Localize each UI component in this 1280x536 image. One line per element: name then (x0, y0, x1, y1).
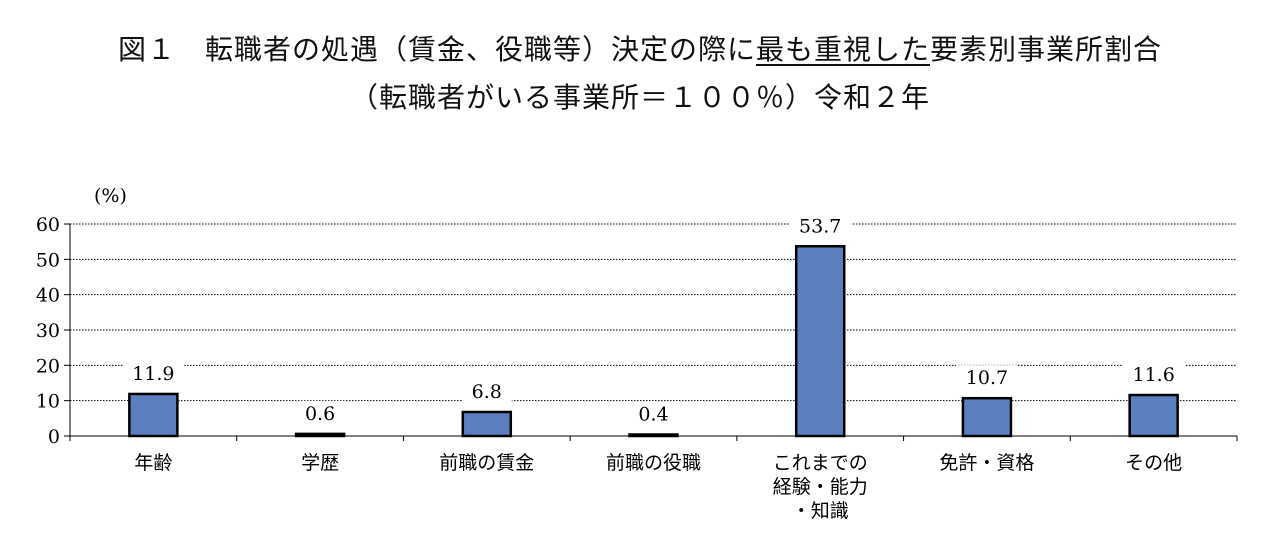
data-label: 11.9 (132, 363, 174, 385)
category-label: 前職の役職 (606, 452, 701, 474)
bar (1128, 393, 1179, 438)
data-label-background (461, 378, 512, 403)
y-tick-label: 20 (36, 355, 60, 377)
chart-title-line1: 図１ 転職者の処遇（賃金、役職等）決定の際に最も重視した要素別事業所割合 (0, 28, 1280, 68)
category-label: その他 (1125, 452, 1182, 474)
y-tick-label: 40 (36, 285, 60, 307)
chart-title-pre: 図１ 転職者の処遇（賃金、役職等）決定の際に (117, 33, 756, 66)
data-label: 11.6 (1132, 364, 1174, 386)
chart-subtitle: （転職者がいる事業所＝１００％）令和２年 (349, 81, 930, 114)
category-label: 学歴 (301, 452, 339, 474)
data-label-background (122, 360, 185, 385)
bar-chart: (%) 0 10 20 30 40 50 60 11.9 年齢 0.6 学歴 6.8 前職の賃金 0.4 前職… (36, 185, 1238, 522)
chart-title-underlined: 最も重視した (755, 33, 930, 66)
bar (461, 410, 513, 438)
bar (961, 396, 1013, 438)
data-label: 10.7 (966, 367, 1008, 389)
category-label: ・知識 (792, 500, 849, 522)
category-label: 経験・能力 (773, 476, 868, 498)
data-label-background (1122, 362, 1185, 387)
y-axis-unit-label: (%) (94, 185, 127, 207)
data-label-background (789, 213, 852, 238)
bar (628, 433, 679, 438)
data-label: 53.7 (799, 215, 841, 237)
category-label: 前職の賃金 (439, 452, 534, 474)
data-label: 6.8 (472, 381, 502, 403)
y-tick-label: 0 (48, 426, 60, 448)
category-label: 免許・資格 (939, 452, 1034, 474)
bar (294, 432, 346, 438)
y-tick-label: 10 (36, 391, 60, 413)
data-label: 0.6 (305, 403, 335, 425)
data-label-background (955, 365, 1018, 390)
chart-title-post: 要素別事業所割合 (930, 33, 1163, 66)
data-label-background (295, 400, 346, 425)
data-label-background (628, 401, 679, 426)
y-tick-label: 60 (36, 214, 60, 236)
y-tick-label: 50 (36, 249, 60, 271)
bar (794, 245, 846, 438)
y-tick-label: 30 (36, 320, 60, 342)
data-label: 0.4 (638, 404, 668, 426)
category-label: 年齢 (134, 452, 172, 474)
category-label: これまでの (773, 452, 868, 474)
bar (128, 392, 179, 438)
